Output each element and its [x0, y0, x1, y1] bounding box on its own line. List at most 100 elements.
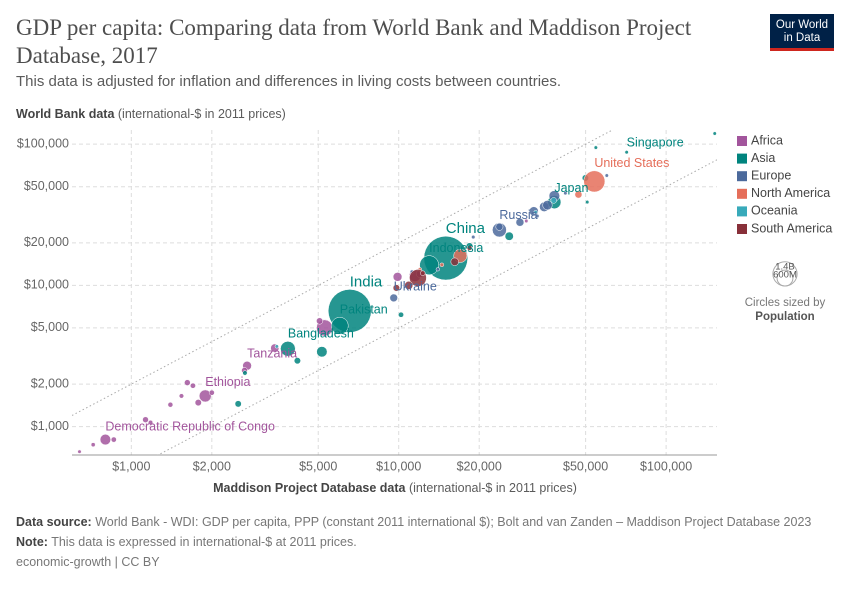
- point-label: Tanzania: [247, 347, 297, 361]
- logo-line: Our World: [775, 19, 829, 31]
- size-legend-variable: Population: [755, 311, 814, 323]
- bubble: [234, 400, 242, 408]
- bubble: [450, 257, 459, 266]
- bubble: [574, 190, 583, 199]
- bubble: [99, 434, 111, 446]
- bubble: [585, 200, 590, 205]
- chart-title: GDP per capita: Comparing data from Worl…: [16, 15, 692, 68]
- x-tick-label: $20,000: [457, 459, 502, 473]
- bubble: [533, 210, 538, 215]
- bubble: [439, 262, 445, 267]
- legend-label: North America: [751, 186, 830, 200]
- logo[interactable]: Our World in Data: [770, 14, 834, 51]
- bubble: [316, 346, 328, 358]
- bubble: [542, 200, 553, 211]
- bubble: [712, 131, 717, 136]
- legend-swatch: [737, 188, 747, 199]
- point-label: Ukraine: [394, 279, 437, 293]
- bubble: [524, 218, 529, 224]
- bubble: [167, 401, 174, 408]
- bubble: [604, 173, 609, 178]
- bubble: [293, 357, 301, 365]
- bubble: [184, 379, 191, 386]
- size-legend-title: Circles sized by: [745, 297, 826, 309]
- bubble: [550, 197, 557, 204]
- bubble: [208, 389, 215, 396]
- legend-swatch: [737, 206, 747, 217]
- bubble: [242, 370, 248, 376]
- point-label: Democratic Republic of Congo: [105, 420, 275, 434]
- y-tick-label: $10,000: [24, 278, 69, 292]
- x-tick-label: $2,000: [193, 459, 231, 473]
- bubble: [392, 272, 403, 282]
- source: Data source: World Bank - WDI: GDP per c…: [16, 514, 816, 530]
- x-tick-label: $10,000: [376, 459, 421, 473]
- x-axis-name: Maddison Project Database data: [213, 481, 406, 495]
- bubble: [389, 293, 398, 303]
- x-axis-label: Maddison Project Database data (internat…: [0, 481, 790, 495]
- legend-swatch: [737, 136, 747, 146]
- source-label: Data source:: [16, 515, 92, 529]
- legend-swatch: [737, 153, 747, 164]
- bubble: [90, 442, 96, 448]
- point-label: United States: [594, 156, 669, 170]
- y-tick-label: $20,000: [24, 235, 69, 249]
- x-axis-unit: (international-$ in 2011 prices): [408, 481, 577, 495]
- legend-swatch: [737, 224, 747, 234]
- point-label: Bangladesh: [288, 327, 354, 341]
- x-tick-label: $5,000: [299, 459, 337, 473]
- bubble: [563, 191, 568, 196]
- source-text: World Bank - WDI: GDP per capita, PPP (c…: [95, 515, 812, 529]
- point-label: China: [446, 220, 486, 237]
- bubble: [515, 218, 525, 227]
- legend-label: South America: [751, 221, 832, 235]
- bubble: [583, 170, 606, 193]
- footer: Data source: World Bank - WDI: GDP per c…: [16, 514, 816, 574]
- y-axis-name: World Bank data: [16, 107, 115, 121]
- bubble: [280, 341, 296, 357]
- bubble: [420, 270, 426, 276]
- bubble: [274, 344, 279, 349]
- bubble: [471, 234, 476, 240]
- bubble: [466, 245, 473, 251]
- bubble: [148, 419, 154, 426]
- bubble: [593, 145, 598, 150]
- x-tick-label: $1,000: [112, 459, 150, 473]
- reference-line: [157, 159, 717, 455]
- bubble: [624, 150, 629, 155]
- note: Note: This data is expressed in internat…: [16, 534, 816, 550]
- bubble: [435, 267, 440, 272]
- point-label: Russia: [499, 208, 537, 222]
- bubble: [404, 281, 414, 290]
- note-label: Note:: [16, 535, 48, 549]
- bubble: [398, 311, 404, 318]
- legend-label: Europe: [751, 168, 791, 182]
- size-legend-circle: [776, 269, 794, 287]
- y-tick-label: $100,000: [17, 136, 69, 150]
- y-tick-label: $1,000: [31, 419, 69, 433]
- legend-swatch: [737, 171, 747, 182]
- bubble: [77, 449, 82, 454]
- y-axis-label: World Bank data (international-$ in 2011…: [16, 107, 286, 121]
- legend-label: Asia: [751, 151, 775, 165]
- point-label: Pakistan: [340, 303, 388, 317]
- legend-label: Africa: [751, 133, 783, 147]
- point-label: Indonesia: [429, 241, 483, 255]
- bubble: [504, 231, 514, 241]
- logo-line: in Data: [783, 32, 821, 44]
- point-label: Ethiopia: [205, 375, 250, 389]
- y-tick-label: $5,000: [31, 320, 69, 334]
- bubble: [142, 416, 149, 423]
- reference-line: [72, 130, 614, 416]
- size-legend-label: 1.4B: [775, 261, 795, 272]
- bubble: [331, 317, 349, 335]
- bubble: [419, 255, 439, 276]
- legend-label: Oceania: [751, 204, 798, 218]
- note-text: This data is expressed in international-…: [51, 535, 357, 549]
- bubble: [110, 436, 117, 443]
- y-tick-label: $2,000: [31, 376, 69, 390]
- point-label: India: [350, 273, 383, 290]
- bubble: [495, 222, 504, 231]
- bubble: [316, 317, 324, 325]
